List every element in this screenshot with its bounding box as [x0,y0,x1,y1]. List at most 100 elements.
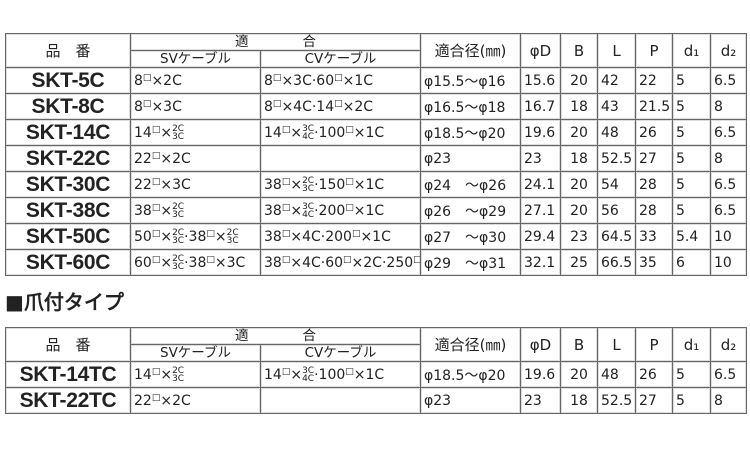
table-row: SKT-14C 14□× 2C 3C 14□× 3C 4C ·100□×1C φ18.5〜φ20… [5,119,747,146]
cell-L: 64.5 [597,223,636,250]
header-fit: 適 合 [130,33,421,51]
square-mm-mark: □ [351,228,361,239]
cell-part: SKT-50C [5,223,131,250]
cell-d1: 5 [672,119,711,146]
cell-part: SKT-22C [5,145,131,172]
cell-L: 52.5 [597,387,636,414]
cell-P: 27 [635,387,673,414]
header-cv: CVケーブル [260,344,421,362]
cell-d1: 6 [672,249,711,276]
cell-cv [260,145,421,172]
cell-D: 16.7 [520,93,561,120]
square-mm-mark: □ [151,392,161,403]
stacked-core-count: 2C 3C [172,201,185,220]
header-part-no: 品 番 [5,33,131,68]
cell-d2: 6.5 [710,119,747,146]
cell-D: 15.6 [520,67,561,94]
header-part-no: 品 番 [5,327,131,362]
cell-sv: 14□× 2C 3C [130,361,261,388]
cell-D: 19.6 [520,361,561,388]
stacked-core-count: 2C 3C [302,175,315,194]
square-mm-mark: □ [151,254,161,265]
cell-sv: 22□×3C [130,171,261,198]
cell-B: 20 [560,197,598,224]
cell-part: SKT-30C [5,171,131,198]
cell-sv: 38□× 2C 3C [130,197,261,224]
cell-B: 23 [560,223,598,250]
stacked-core-count: 3C 4C [302,123,315,142]
cell-d1: 5 [672,145,711,172]
header-fit: 適 合 [130,327,421,345]
cell-range: φ26 〜φ29 [420,197,521,224]
header-D: φD [520,327,561,362]
cell-sv: 50□× 2C 3C ·38□× 2C 3C [130,223,261,250]
cell-d1: 5 [672,67,711,94]
cell-P: 28 [635,197,673,224]
cell-P: 22 [635,67,673,94]
cell-sv: 14□× 2C 3C [130,119,261,146]
section-title: ■爪付タイプ [5,290,124,314]
cell-L: 56 [597,197,636,224]
cell-P: 28 [635,171,673,198]
cell-B: 20 [560,67,598,94]
cell-L: 42 [597,67,636,94]
cell-part: SKT-8C [5,93,131,120]
cell-D: 24.1 [520,171,561,198]
table-row: SKT-5C 8□×2C 8□×3C·60□×1C φ15.5〜φ16 15.6 20 42… [5,67,747,94]
cell-part: SKT-38C [5,197,131,224]
header-sv: SVケーブル [130,50,261,68]
cell-cv: 38□× 2C 3C ·150□×1C [260,171,421,198]
square-mm-mark: □ [281,254,291,265]
cell-d2: 6.5 [710,67,747,94]
header-d1: d₁ [672,33,711,68]
cell-P: 21.5 [635,93,673,120]
cell-range: φ23 [420,145,521,172]
cell-D: 23 [520,387,561,414]
header-P: P [635,33,673,68]
stacked-core-count: 2C 3C [172,123,185,142]
cell-range: φ16.5〜φ18 [420,93,521,120]
cell-d1: 5 [672,93,711,120]
cell-L: 48 [597,361,636,388]
cell-D: 29.4 [520,223,561,250]
cell-B: 18 [560,387,598,414]
stacked-core-count: 2C 3C [172,365,185,384]
square-mm-mark: □ [151,228,161,239]
table-row: SKT-60C60□×2C3C·38□×3C38□×4C·60□×2C·250□… [5,249,747,276]
cell-cv: 14□× 3C 4C ·100□×1C [260,119,421,146]
cell-d1: 5 [672,197,711,224]
cell-cv: 38□× 3C 4C ·200□×1C [260,197,421,224]
cell-L: 66.5 [597,249,636,276]
header-d2: d₂ [710,327,747,362]
cell-range: φ24 〜φ26 [420,171,521,198]
cell-d2: 8 [710,145,747,172]
header-L: L [597,327,636,362]
square-mm-mark: □ [272,72,282,83]
cell-d2: 8 [710,387,747,414]
cell-D: 32.1 [520,249,561,276]
cell-sv: 8□×3C [130,93,261,120]
square-mm-mark: □ [281,124,291,135]
square-mm-mark: □ [151,176,161,187]
cell-D: 19.6 [520,119,561,146]
cell-range: φ18.5〜φ20 [420,119,521,146]
cell-range: φ23 [420,387,521,414]
stacked-core-count: 3C 4C [302,365,315,384]
cell-d1: 5.4 [672,223,711,250]
cell-P: 35 [635,249,673,276]
cell-part: SKT-14TC [5,361,131,388]
cell-cv [260,387,421,414]
stacked-core-count: 2C 3C [172,253,185,272]
header-P: P [635,327,673,362]
cell-part: SKT-14C [5,119,131,146]
cell-range: φ27 〜φ30 [420,223,521,250]
cell-L: 52.5 [597,145,636,172]
cell-cv: 14□× 3C 4C ·100□×1C [260,361,421,388]
stacked-core-count: 2C 3C [226,227,239,246]
square-mm-mark: □ [281,228,291,239]
cell-part: SKT-22TC [5,387,131,414]
cell-d2: 10 [710,249,747,276]
square-mm-mark: □ [151,150,161,161]
header-d2: d₂ [710,33,747,68]
